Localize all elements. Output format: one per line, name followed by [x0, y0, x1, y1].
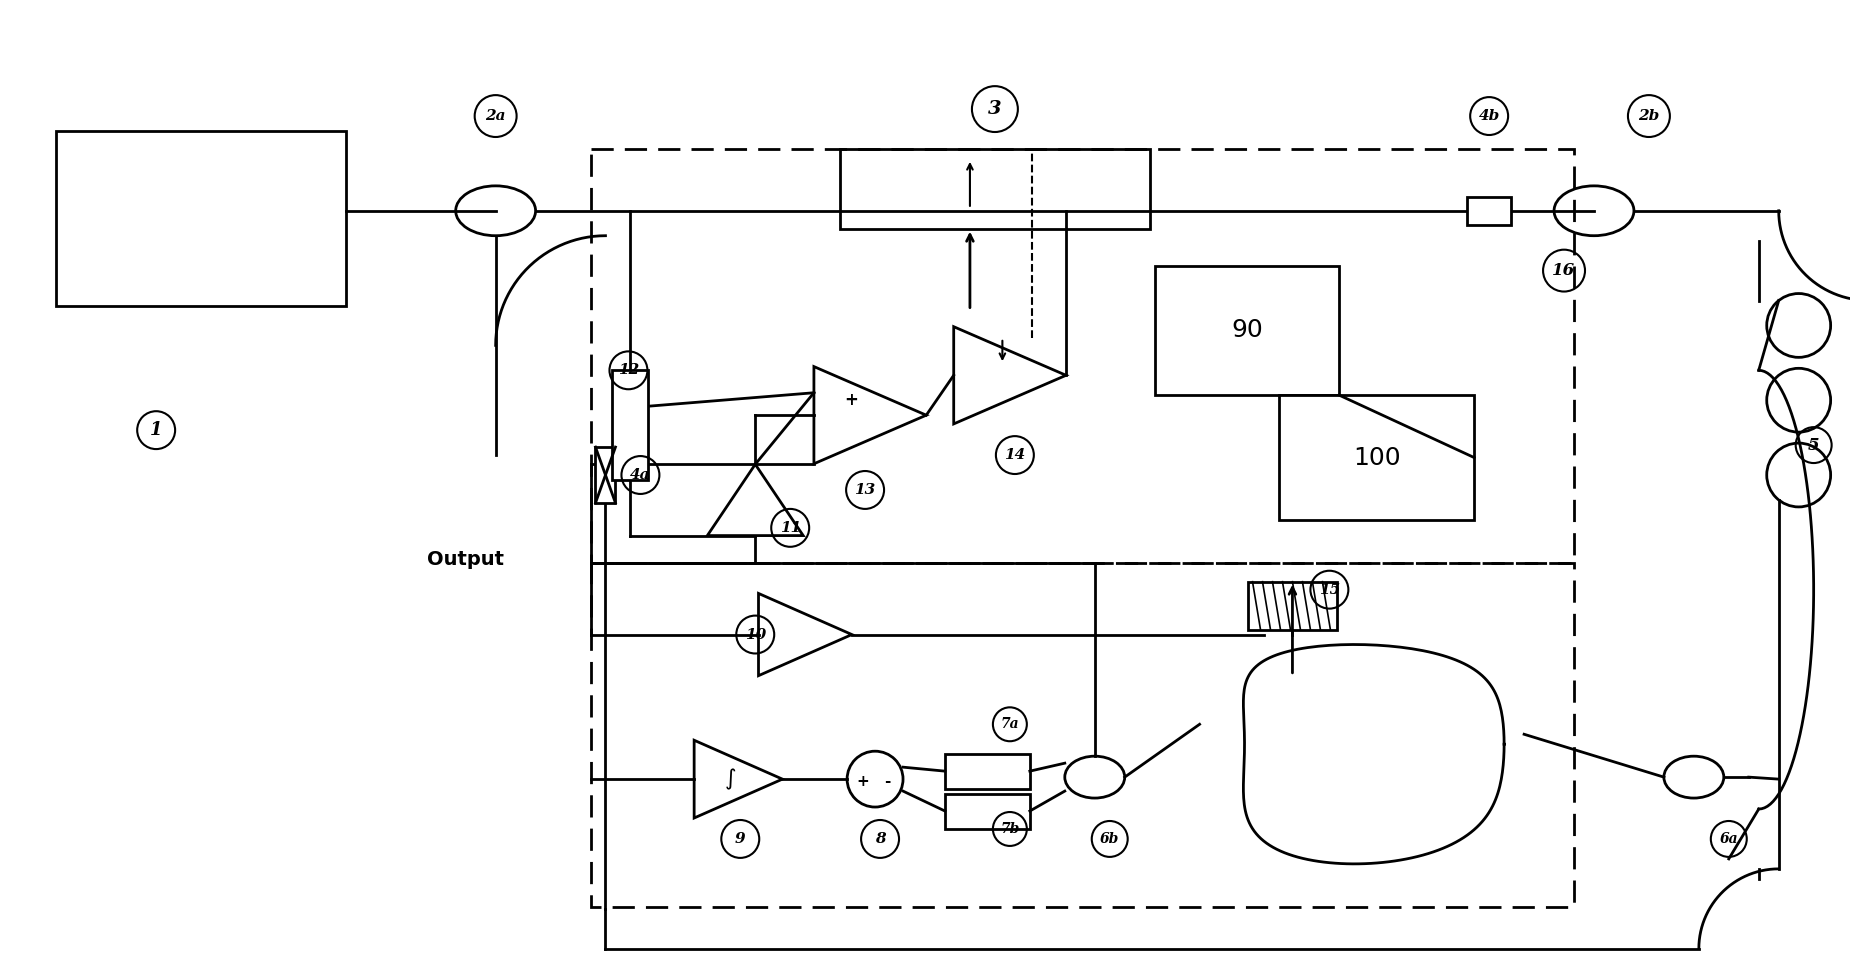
Polygon shape: [814, 366, 926, 464]
Bar: [590, 149, 1573, 563]
Bar: [946, 754, 1029, 789]
Polygon shape: [953, 327, 1066, 424]
Text: 3: 3: [988, 100, 1001, 119]
Text: ∫: ∫: [726, 769, 737, 790]
Bar: [1248, 581, 1338, 630]
Bar: [946, 794, 1029, 829]
Text: 9: 9: [735, 832, 746, 846]
Bar: [596, 447, 616, 503]
Bar: [840, 149, 1149, 228]
Bar: [1279, 395, 1473, 520]
Text: 2a: 2a: [485, 109, 505, 123]
Bar: [590, 563, 1573, 906]
Text: -: -: [885, 773, 890, 789]
Bar: [1468, 197, 1510, 225]
Text: +: +: [844, 391, 859, 409]
Text: 1: 1: [150, 422, 163, 439]
Text: 7b: 7b: [1000, 822, 1020, 836]
Ellipse shape: [1664, 756, 1723, 798]
Text: 7a: 7a: [1001, 717, 1020, 731]
Text: 8: 8: [876, 832, 885, 846]
Polygon shape: [694, 740, 783, 818]
Text: 6b: 6b: [1099, 832, 1120, 846]
Text: Output: Output: [428, 551, 503, 569]
Polygon shape: [759, 594, 851, 676]
Text: 11: 11: [779, 521, 801, 534]
Text: 14: 14: [1005, 448, 1025, 462]
Bar: [56, 131, 346, 306]
Text: 4a: 4a: [629, 468, 652, 482]
Text: 5: 5: [1808, 437, 1820, 453]
Text: 6a: 6a: [1720, 832, 1738, 846]
Text: 15: 15: [1318, 582, 1340, 597]
Text: 13: 13: [855, 483, 876, 497]
Bar: [1155, 266, 1340, 395]
Text: 4b: 4b: [1479, 109, 1499, 123]
Text: +: +: [857, 773, 868, 789]
Circle shape: [848, 751, 903, 807]
Text: 10: 10: [744, 627, 766, 641]
Bar: [613, 370, 648, 480]
Text: 100: 100: [1353, 445, 1401, 469]
Text: 2b: 2b: [1638, 109, 1660, 123]
Polygon shape: [707, 465, 803, 535]
Text: 16: 16: [1553, 262, 1575, 279]
Text: 12: 12: [618, 363, 639, 378]
Text: 90: 90: [1231, 318, 1262, 342]
Ellipse shape: [1064, 756, 1125, 798]
